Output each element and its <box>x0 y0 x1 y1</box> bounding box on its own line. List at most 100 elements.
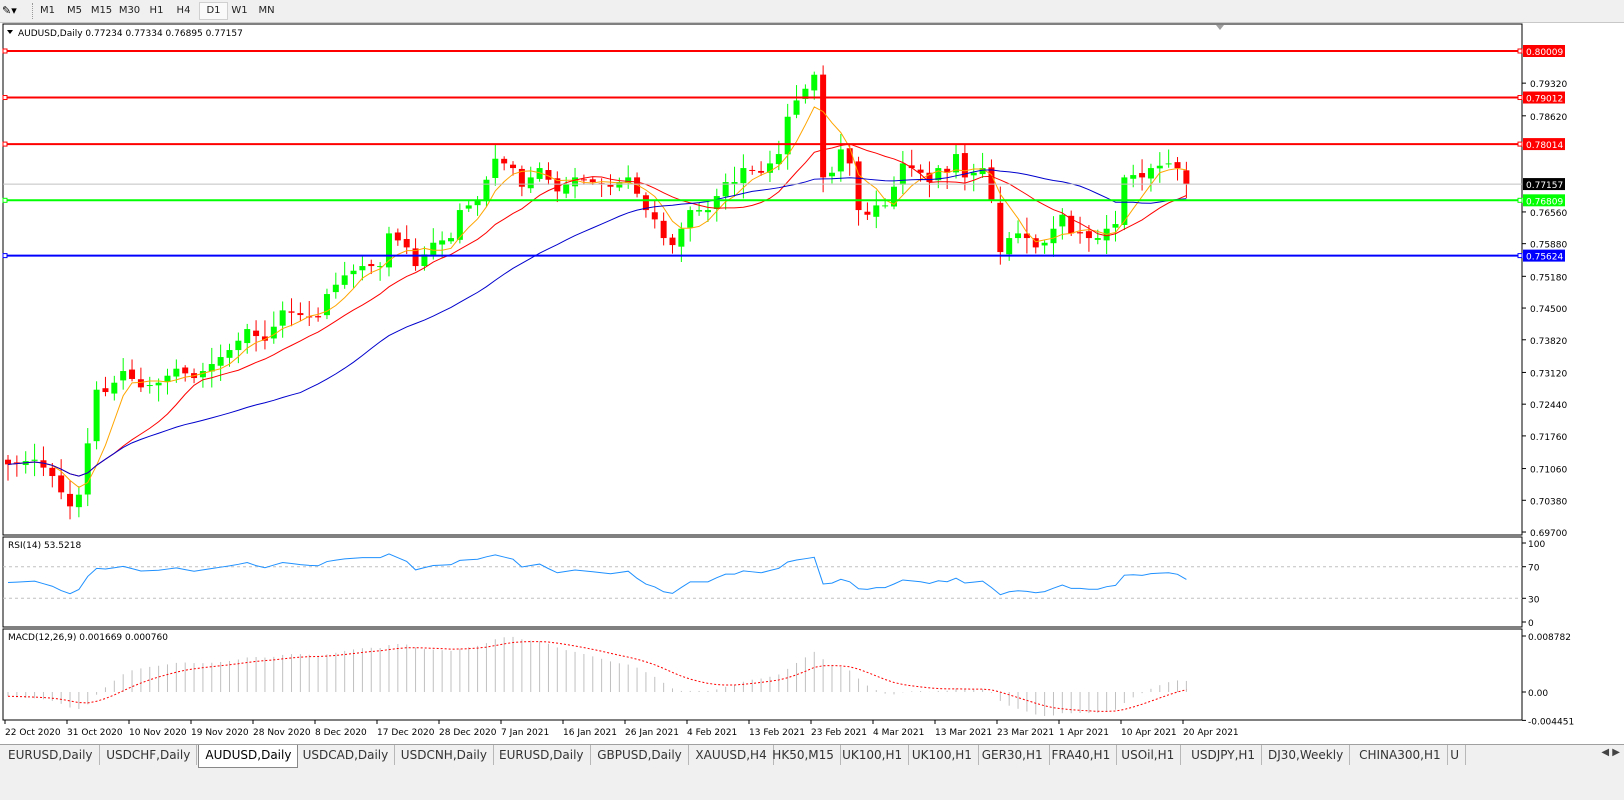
date-label: 23 Mar 2021 <box>997 728 1054 738</box>
bear-candle <box>1032 238 1039 248</box>
chart-tab[interactable]: USDCAD,Daily <box>297 745 396 765</box>
date-label: 13 Feb 2021 <box>749 728 805 738</box>
bull-candle <box>678 228 685 247</box>
chart-tab[interactable]: USDCNH,Daily <box>395 745 494 765</box>
bear-candle <box>412 248 419 267</box>
price-tick-label: 0.73120 <box>1530 369 1567 379</box>
chart-tab[interactable]: AUDUSD,Daily <box>198 745 299 768</box>
bull-candle <box>1165 163 1172 165</box>
bear-candle <box>1174 162 1181 169</box>
chart-tab[interactable]: XAUUSD,H4 <box>689 745 774 765</box>
bear-candle <box>846 148 853 164</box>
timeframe-m30[interactable]: M30 <box>118 5 141 16</box>
chart-tab[interactable]: U <box>1444 745 1466 765</box>
bull-candle <box>536 168 543 179</box>
chart-tab[interactable]: UK100,H1 <box>906 745 979 765</box>
line-price-label: 0.78014 <box>1526 141 1563 151</box>
bear-candle <box>297 313 304 316</box>
timeframe-h4[interactable]: H4 <box>176 5 191 16</box>
date-label: 1 Apr 2021 <box>1059 728 1109 738</box>
line-handle[interactable] <box>1517 253 1523 259</box>
date-label: 13 Mar 2021 <box>935 728 992 738</box>
chart-tab[interactable]: CHINA300,H1 <box>1353 745 1448 765</box>
timeframe-mn[interactable]: MN <box>258 5 275 16</box>
bear-candle <box>749 169 756 171</box>
bear-candle <box>669 237 676 246</box>
date-label: 10 Nov 2020 <box>129 728 187 738</box>
dropdown-triangle-icon[interactable] <box>7 30 13 34</box>
date-label: 23 Feb 2021 <box>811 728 867 738</box>
bull-candle <box>731 182 738 184</box>
line-handle[interactable] <box>1517 95 1523 101</box>
bull-candle <box>1130 175 1137 179</box>
chart-tab[interactable]: USDJPY,H1 <box>1185 745 1263 765</box>
timeframe-m5[interactable]: M5 <box>67 5 82 16</box>
toolbar-grip[interactable] <box>32 3 35 19</box>
bear-candle <box>40 460 47 468</box>
chart-tab[interactable]: USOil,H1 <box>1115 745 1182 765</box>
bull-candle <box>1094 238 1101 240</box>
line-handle[interactable] <box>1517 48 1523 54</box>
bull-candle <box>828 172 835 177</box>
chart-tab[interactable]: FRA40,H1 <box>1046 745 1118 765</box>
bull-candle <box>802 88 809 99</box>
bull-candle <box>492 158 499 178</box>
line-handle[interactable] <box>2 197 8 203</box>
bear-candle <box>261 336 268 341</box>
timeframe-m1[interactable]: M1 <box>40 5 55 16</box>
bull-candle <box>953 154 960 173</box>
date-label: 22 Oct 2020 <box>5 728 61 738</box>
chart-tab[interactable]: USDCHF,Daily <box>100 745 198 765</box>
tab-scroll-arrows[interactable]: ◀ ▶ <box>1601 747 1620 758</box>
line-handle[interactable] <box>2 48 8 54</box>
macd-signal-line <box>7 641 1187 712</box>
rsi-pane <box>2 536 1523 628</box>
bull-candle <box>527 177 534 189</box>
bull-candle <box>882 205 889 207</box>
chart-tab[interactable]: DJ30,Weekly <box>1262 745 1351 765</box>
line-price-label: 0.75624 <box>1526 253 1563 263</box>
chart-tab[interactable]: EURUSD,Daily <box>2 745 100 765</box>
bull-candle <box>155 382 162 386</box>
line-handle[interactable] <box>1517 141 1523 147</box>
timeframe-h1[interactable]: H1 <box>149 5 164 16</box>
price-tick-label: 0.75180 <box>1530 273 1567 283</box>
timeframe-m15[interactable]: M15 <box>90 5 113 16</box>
bull-candle <box>120 371 127 381</box>
chart-tab[interactable]: EURUSD,Daily <box>493 745 591 765</box>
bear-candle <box>908 165 915 169</box>
cursor-crosshair-icon[interactable]: ✎▾ <box>2 4 17 17</box>
line-price-marker <box>1523 138 1565 151</box>
chart-tab[interactable]: GBPUSD,Daily <box>591 745 689 765</box>
date-label: 28 Dec 2020 <box>439 728 497 738</box>
bull-candle <box>625 177 632 183</box>
bull-candle <box>1147 168 1154 179</box>
chart-tab[interactable]: UK100,H1 <box>836 745 910 765</box>
line-handle[interactable] <box>1517 197 1523 203</box>
ma-fast-line <box>7 106 1187 489</box>
date-label: 16 Jan 2021 <box>563 728 617 738</box>
bull-candle <box>616 182 623 188</box>
bull-candle <box>439 240 446 245</box>
rsi-tick-label: 70 <box>1528 564 1540 574</box>
bull-candle <box>899 163 906 185</box>
bull-candle <box>84 443 91 495</box>
line-handle[interactable] <box>2 95 8 101</box>
price-tick-label: 0.78620 <box>1530 113 1567 123</box>
tab-scroll-right-icon[interactable]: ▶ <box>1612 747 1620 758</box>
chart-tab[interactable]: GER30,H1 <box>976 745 1050 765</box>
line-handle[interactable] <box>2 253 8 259</box>
line-handle[interactable] <box>2 141 8 147</box>
tab-scroll-left-icon[interactable]: ◀ <box>1601 747 1610 758</box>
timeframe-w1[interactable]: W1 <box>231 5 248 16</box>
bear-candle <box>660 220 667 239</box>
chart-shift-marker[interactable] <box>1216 25 1224 30</box>
bear-candle <box>13 462 20 464</box>
chart-window[interactable]: 0.79320 0.78620 0.76560 0.75880 0.75180 0.745… <box>0 22 1624 744</box>
timeframe-d1[interactable]: D1 <box>199 2 228 20</box>
chart-tab[interactable]: HK50,M15 <box>766 745 841 765</box>
bull-candle <box>1006 238 1013 255</box>
bear-candle <box>1085 231 1092 239</box>
bear-candle <box>1183 170 1190 185</box>
bear-candle <box>49 467 56 477</box>
